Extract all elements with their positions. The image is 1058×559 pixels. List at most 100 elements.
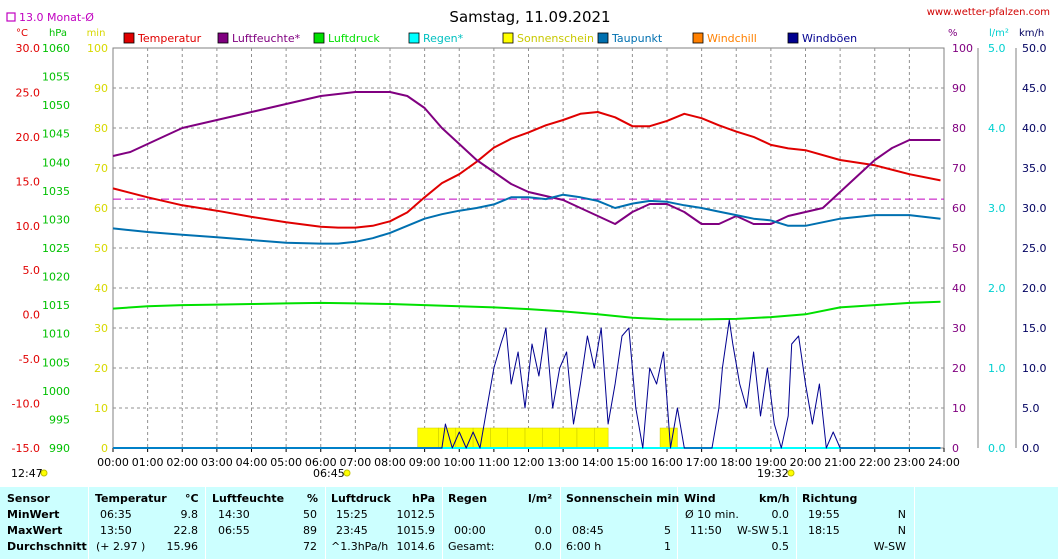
press-min-val: 1012.5 [396,508,436,521]
y-tick-label-min: 10 [94,402,108,415]
y-tick-label-wind: 5.0 [1022,402,1040,415]
dir-max-val: N [897,524,906,537]
x-tick-label: 04:00 [236,456,268,469]
press-min-time: 15:25 [336,508,368,521]
x-tick-label: 21:00 [824,456,856,469]
x-tick-label: 16:00 [651,456,683,469]
row-label: MaxWert [7,524,63,537]
chart-grid [112,47,945,449]
legend-label: Windchill [707,32,757,45]
header-rain-unit: l/m² [528,492,553,505]
y-tick-label-wind: 10.0 [1022,362,1047,375]
y-tick-label-temp: 15.0 [16,175,41,188]
y-tick-label-hpa: 1035 [42,185,70,198]
wind-min-val: 0.0 [771,508,790,521]
header-dir: Richtung [802,492,858,505]
press-avg-time: ^1.3hPa/h [331,540,389,553]
rain-max-time: 00:00 [454,524,486,537]
legend-swatch [502,32,514,44]
y-tick-label-wind: 20.0 [1022,282,1047,295]
y-tick-label-min: 70 [94,162,108,175]
y-tick-label-wind: 0.0 [1022,442,1040,455]
y-tick-label-wind: 35.0 [1022,162,1047,175]
y-tick-label-hpa: 1020 [42,271,70,284]
y-tick-label-min: 80 [94,122,108,135]
hum-max-time: 06:55 [218,524,250,537]
y-tick-label-temp: 5.0 [23,264,41,277]
temp-min-val: 9.8 [180,508,199,521]
x-tick-label: 01:00 [132,456,164,469]
chart-title: Samstag, 11.09.2021 [449,8,610,26]
y-tick-label-hpa: 995 [49,413,70,426]
sunshine-bar [594,427,609,449]
x-tick-label: 00:00 [97,456,129,469]
legend-label: Regen* [423,32,464,45]
axis-unit-hpa: hPa [49,28,67,39]
x-tick-label: 13:00 [547,456,579,469]
table-header-row: Sensor Temperatur °C Luftfeuchte % Luftd… [0,491,1058,507]
y-tick-label-hpa: 1015 [42,299,70,312]
x-tick-label: 14:00 [582,456,614,469]
legend-swatch [597,32,609,44]
x-tick-label: 23:00 [894,456,926,469]
series-line-luftfeuchte [112,91,941,225]
y-tick-label-pct: 70 [952,162,966,175]
temp-min-time: 06:35 [100,508,132,521]
x-tick-label: 20:00 [790,456,822,469]
chart-axes: 00:00 01:00 02:00 03:00 04:00 05:00 06:00 07:00… [12,28,1047,469]
series-line-windböen [113,319,941,449]
site-link[interactable]: www.wetter-pfalzen.com [927,7,1050,18]
axis-unit-min: min [87,28,106,39]
legend-swatch [313,32,325,44]
series-line-temperatur [112,111,941,229]
y-tick-label-min: 0 [101,442,108,455]
row-label: Durchschnitt [7,540,87,553]
x-tick-label: 06:00 [305,456,337,469]
x-tick-label: 24:00 [928,456,960,469]
rain-avg-val: 0.0 [534,540,553,553]
axis-unit-temp: °C [16,28,28,39]
header-press-unit: hPa [412,492,436,505]
y-tick-label-min: 20 [94,362,108,375]
y-tick-label-rain: 2.0 [988,282,1006,295]
hum-min-time: 14:30 [218,508,250,521]
legend-swatch [217,32,229,44]
y-tick-label-pct: 0 [952,442,959,455]
header-wind: Wind [684,492,716,505]
y-tick-label-hpa: 1030 [42,213,70,226]
header-hum: Luftfeuchte [212,492,285,505]
chart-series [112,91,944,449]
sun-max-time: 08:45 [572,524,604,537]
header-rain: Regen [448,492,488,505]
x-tick-label: 18:00 [720,456,752,469]
header-sun: Sonnenschein min [566,492,680,505]
time-sunrise: 06:45 [313,467,345,480]
x-tick-label: 11:00 [478,456,510,469]
sunshine-bar [559,427,578,449]
y-tick-label-hpa: 1055 [42,71,70,84]
dir-min-val: N [897,508,906,521]
wind-min-time: Ø 10 min. [685,508,739,521]
sunshine-bar [524,427,543,449]
y-tick-label-temp: 10.0 [16,220,41,233]
table-row-max: MaxWert 13:50 22.8 06:55 89 23:45 1015.9… [0,523,1058,539]
y-tick-label-pct: 30 [952,322,966,335]
header-temp: Temperatur [95,492,167,505]
series-line-luftdruck [112,300,941,321]
axis-unit-pct: % [948,28,958,39]
legend-swatch [123,32,135,44]
y-tick-label-pct: 40 [952,282,966,295]
axis-unit-wind: km/h [1019,28,1044,39]
y-tick-label-hpa: 1060 [42,42,70,55]
sunshine-bar [490,427,508,449]
y-tick-label-temp: -5.0 [19,353,40,366]
y-tick-label-wind: 25.0 [1022,242,1047,255]
legend-swatch [408,32,420,44]
temp-max-time: 13:50 [100,524,132,537]
y-tick-label-min: 30 [94,322,108,335]
time-sunset: 19:32 [757,467,789,480]
wind-avg-val: 0.5 [771,540,790,553]
header-temp-unit: °C [185,492,199,505]
y-tick-label-min: 50 [94,242,108,255]
legend-swatch [787,32,799,44]
